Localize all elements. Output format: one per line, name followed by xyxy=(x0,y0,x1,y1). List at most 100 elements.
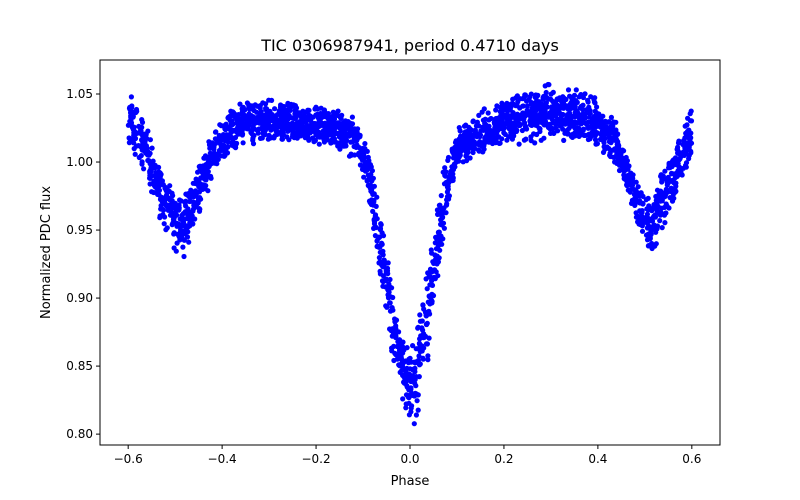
data-point xyxy=(639,210,645,216)
data-point xyxy=(239,128,245,134)
data-point xyxy=(361,147,368,153)
data-point xyxy=(589,131,595,137)
data-point xyxy=(427,311,433,317)
data-point xyxy=(285,102,291,108)
data-point xyxy=(286,137,292,143)
data-point xyxy=(220,123,226,129)
chart-title: TIC 0306987941, period 0.4710 days xyxy=(260,36,559,55)
data-point xyxy=(183,198,189,204)
data-point xyxy=(128,109,134,115)
data-point xyxy=(192,204,198,210)
data-point xyxy=(174,212,180,218)
data-point xyxy=(572,119,578,125)
data-point xyxy=(372,212,379,218)
data-point xyxy=(639,228,646,234)
data-point xyxy=(250,141,257,147)
data-point xyxy=(515,99,521,105)
data-point xyxy=(580,127,586,133)
data-point xyxy=(578,103,584,109)
data-point xyxy=(501,124,507,130)
data-point xyxy=(633,197,639,203)
data-point xyxy=(314,111,320,117)
data-point xyxy=(193,191,199,197)
data-point xyxy=(272,106,278,112)
data-point xyxy=(318,120,324,126)
data-point xyxy=(249,117,255,123)
data-point xyxy=(428,247,434,253)
data-point xyxy=(494,103,500,109)
data-point xyxy=(356,152,362,158)
data-point xyxy=(560,126,566,132)
data-point xyxy=(594,104,600,110)
data-point xyxy=(492,125,498,131)
data-point xyxy=(542,118,549,125)
data-point xyxy=(567,114,574,120)
data-point xyxy=(221,153,227,159)
data-point xyxy=(435,243,441,249)
data-point xyxy=(426,293,432,299)
data-point xyxy=(196,184,202,190)
data-point xyxy=(139,117,145,123)
data-point xyxy=(579,132,585,138)
data-point xyxy=(322,109,328,116)
data-point xyxy=(212,136,218,142)
data-point xyxy=(664,179,670,185)
data-point xyxy=(229,142,235,148)
data-point xyxy=(148,160,154,166)
data-point xyxy=(293,131,299,137)
data-point xyxy=(606,145,612,152)
data-point xyxy=(408,409,414,415)
data-point xyxy=(465,135,471,141)
data-point xyxy=(644,225,651,231)
data-point xyxy=(590,125,596,131)
data-point xyxy=(144,145,150,151)
data-point xyxy=(132,151,138,157)
data-point xyxy=(593,129,599,135)
data-point xyxy=(416,353,422,359)
y-tick-label: 0.95 xyxy=(66,223,93,237)
data-point xyxy=(596,112,602,118)
data-point xyxy=(351,143,357,150)
data-point xyxy=(203,183,209,189)
data-point xyxy=(278,104,285,110)
data-point xyxy=(379,250,385,256)
data-point xyxy=(127,118,133,124)
data-point xyxy=(129,103,135,109)
data-point xyxy=(652,214,659,220)
y-tick-label: 1.05 xyxy=(66,87,93,101)
data-point xyxy=(523,136,529,142)
data-point xyxy=(444,201,450,207)
data-point xyxy=(546,82,552,88)
data-point xyxy=(378,221,384,227)
data-point xyxy=(661,212,668,218)
data-point xyxy=(527,94,533,100)
data-point xyxy=(448,170,455,176)
data-points xyxy=(125,81,695,427)
data-point xyxy=(654,223,661,229)
data-point xyxy=(423,341,430,347)
data-point xyxy=(573,98,579,104)
data-point xyxy=(593,141,599,147)
data-point xyxy=(635,219,641,225)
data-point xyxy=(183,191,189,197)
data-point xyxy=(630,175,636,181)
data-point xyxy=(647,230,653,236)
data-point xyxy=(187,195,193,201)
data-point xyxy=(135,143,142,149)
data-point xyxy=(615,139,621,145)
data-point xyxy=(588,119,594,125)
data-point xyxy=(601,140,607,146)
data-point xyxy=(309,135,316,141)
data-point xyxy=(338,115,344,121)
data-point xyxy=(249,131,255,137)
data-point xyxy=(260,100,266,106)
data-point xyxy=(662,220,668,226)
data-point xyxy=(524,103,530,109)
data-point xyxy=(282,109,288,115)
data-point xyxy=(646,203,652,209)
data-point xyxy=(371,183,377,189)
data-point xyxy=(385,271,391,277)
data-point xyxy=(376,255,382,261)
data-point xyxy=(257,135,264,141)
x-axis: −0.6 −0.4 −0.2 0.0 0.2 0.4 0.6 xyxy=(114,445,701,466)
